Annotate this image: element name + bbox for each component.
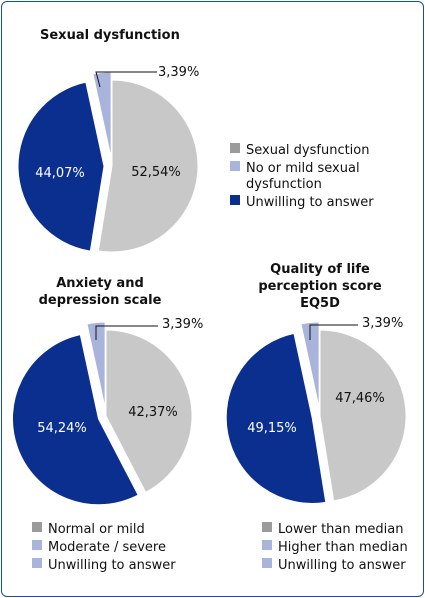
- chart-3-legend-label-3: Unwilling to answer: [278, 558, 406, 573]
- chart-3-slice-1: [319, 329, 407, 502]
- chart-1-legend-label-2: No or mild sexual: [246, 161, 360, 176]
- chart-2-legend-label-2: Moderate / severe: [48, 540, 166, 555]
- chart-1-legend-swatch-1: [230, 143, 240, 153]
- chart-1-value-label-3: 3,39%: [158, 65, 199, 80]
- chart-3-legend-label-2: Higher than median: [278, 540, 408, 555]
- chart-1-title: Sexual dysfunction: [40, 28, 180, 43]
- chart-2-leader-line: [95, 325, 158, 340]
- chart-1-leader-line: [95, 71, 157, 88]
- chart-2-value-label-1: 42,37%: [128, 405, 178, 420]
- chart-3-legend-swatch-3: [262, 558, 272, 568]
- chart-3-value-label-2: 49,15%: [247, 421, 297, 436]
- chart-3-slice-2: [225, 332, 327, 504]
- chart-3-title: EQ5D: [300, 296, 340, 311]
- chart-1-legend-label-1: Sexual dysfunction: [246, 143, 370, 158]
- chart-1-slice-1: [97, 79, 199, 253]
- chart-2-legend-swatch-3: [32, 558, 42, 568]
- chart-2-title: depression scale: [39, 293, 162, 308]
- chart-1-legend-swatch-2: [230, 161, 240, 171]
- chart-3-legend-swatch-1: [262, 522, 272, 532]
- chart-2-legend-swatch-2: [32, 540, 42, 550]
- chart-3-title: Quality of life: [270, 262, 370, 277]
- chart-3-title: perception score: [258, 279, 382, 294]
- chart-2-slice-1: [105, 329, 193, 493]
- chart-3-legend-label-1: Lower than median: [278, 522, 403, 537]
- chart-3-legend-swatch-2: [262, 540, 272, 550]
- chart-2-legend-swatch-1: [32, 522, 42, 532]
- chart-1-value-label-2: 44,07%: [35, 166, 85, 181]
- chart-1-legend-label-2: dysfunction: [246, 177, 322, 192]
- chart-3-value-label-3: 3,39%: [362, 316, 403, 331]
- chart-3-value-label-1: 47,46%: [335, 391, 385, 406]
- chart-2-slice-3: [86, 321, 106, 409]
- chart-2-title: Anxiety and: [56, 276, 144, 291]
- chart-3-leader-line: [309, 324, 358, 340]
- chart-1-slice-2: [17, 81, 105, 252]
- chart-1-legend-swatch-3: [230, 195, 240, 205]
- chart-2-value-label-2: 54,24%: [37, 421, 87, 436]
- chart-2-value-label-3: 3,39%: [162, 317, 203, 332]
- chart-2-legend-label-3: Unwilling to answer: [48, 558, 176, 573]
- chart-2-slice-2: [11, 334, 139, 506]
- chart-1-legend-label-3: Unwilling to answer: [246, 195, 374, 210]
- chart-2-legend-label-1: Normal or mild: [48, 522, 145, 537]
- chart-3-slice-3: [300, 321, 320, 409]
- chart-1-value-label-1: 52,54%: [131, 165, 181, 180]
